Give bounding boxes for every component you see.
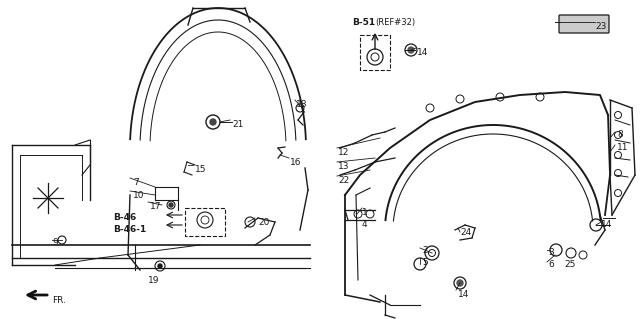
Text: B-46: B-46 [113,213,136,222]
Circle shape [210,119,216,125]
Text: 2: 2 [422,246,428,255]
Bar [360,35,390,70]
Text: 11: 11 [617,143,628,152]
Bar [185,208,225,236]
Text: 17: 17 [150,202,161,211]
Text: 1: 1 [362,208,368,217]
Text: 14: 14 [458,290,469,299]
Text: 6: 6 [548,260,554,269]
Text: 23: 23 [595,22,606,31]
Circle shape [408,47,414,53]
Text: 24: 24 [460,228,471,237]
Text: 9: 9 [52,238,58,247]
Text: 14: 14 [417,48,428,57]
FancyBboxPatch shape [559,15,609,33]
Circle shape [158,264,162,268]
Text: 8: 8 [617,130,623,139]
Text: B-51: B-51 [352,18,375,27]
Text: 10: 10 [133,191,145,200]
Text: 19: 19 [148,276,159,285]
Text: 4: 4 [362,220,367,229]
Circle shape [169,203,173,207]
Text: (REF#32): (REF#32) [375,18,415,27]
Text: 20: 20 [258,218,269,227]
Text: FR.: FR. [52,296,66,305]
Text: 3: 3 [548,248,554,257]
Text: 5: 5 [422,258,428,267]
Text: 21: 21 [232,120,243,129]
Text: 12: 12 [338,148,349,157]
Text: 15: 15 [195,165,207,174]
Text: 22: 22 [338,176,349,185]
Circle shape [457,280,463,286]
Text: 16: 16 [290,158,301,167]
Text: 14: 14 [601,220,612,229]
Text: 13: 13 [338,162,349,171]
Text: 25: 25 [564,260,575,269]
Text: 7: 7 [133,178,139,187]
Text: 18: 18 [296,100,307,109]
Text: B-46-1: B-46-1 [113,225,147,234]
